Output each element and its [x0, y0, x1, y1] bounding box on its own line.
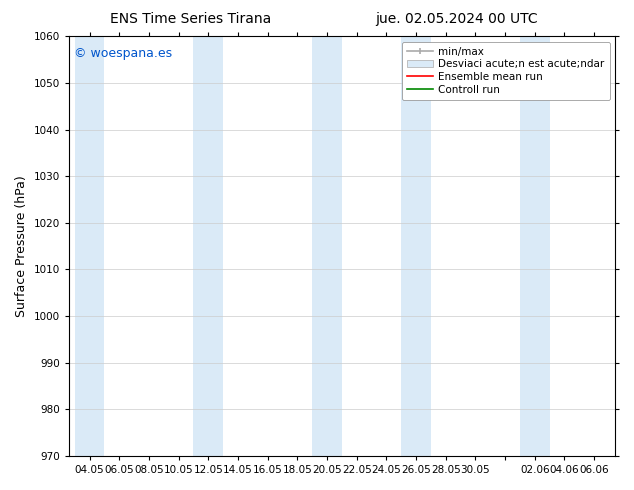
Text: ENS Time Series Tirana: ENS Time Series Tirana: [110, 12, 271, 26]
Bar: [75, 36, 105, 456]
Bar: [193, 36, 223, 456]
Bar: [520, 36, 550, 456]
Y-axis label: Surface Pressure (hPa): Surface Pressure (hPa): [15, 175, 28, 317]
Text: jue. 02.05.2024 00 UTC: jue. 02.05.2024 00 UTC: [375, 12, 538, 26]
Bar: [401, 36, 431, 456]
Legend: min/max, Desviaci acute;n est acute;ndar, Ensemble mean run, Controll run: min/max, Desviaci acute;n est acute;ndar…: [402, 42, 610, 100]
Bar: [312, 36, 342, 456]
Text: © woespana.es: © woespana.es: [74, 47, 172, 60]
